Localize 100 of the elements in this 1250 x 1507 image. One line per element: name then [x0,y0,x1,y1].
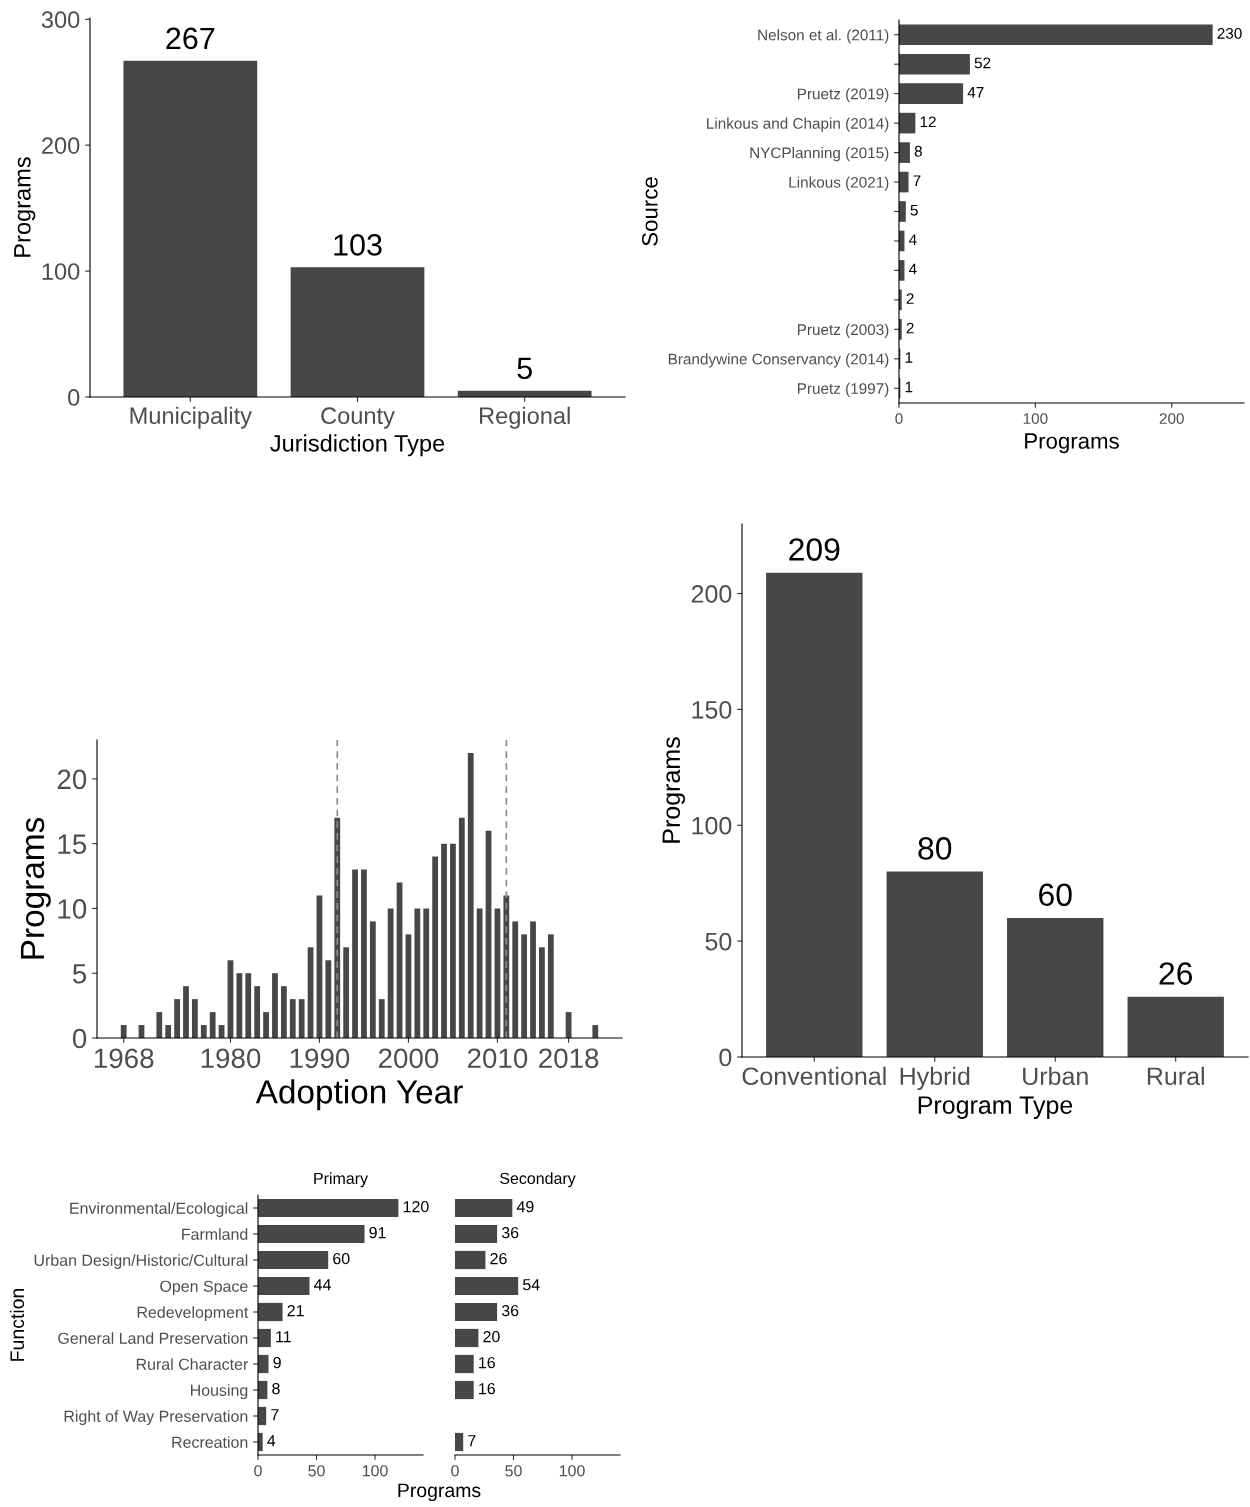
data-label: 26 [490,1252,507,1265]
data-label: 103 [334,234,382,256]
data-label: 12 [920,116,936,128]
x-axis-title: Program Type [918,1096,1073,1119]
data-label: 9 [273,1356,281,1369]
data-label: 1 [905,352,913,363]
data-label: 5 [910,204,918,216]
data-label: 60 [1039,883,1072,907]
data-label: 120 [403,1200,429,1213]
x-tick-label: Hybrid [900,1066,970,1091]
y-tick-label: Right of Way Preservation [64,1410,248,1426]
y-tick-label: Environmental/Ecological [70,1202,248,1218]
data-label: 7 [468,1435,476,1447]
x-tick-label: 0 [451,1465,459,1477]
y-tick-label: 50 [705,932,732,951]
y-tick-label: General Land Preservation [58,1332,248,1344]
data-label: 209 [789,538,840,561]
x-tick-label: Rural [1147,1066,1204,1086]
data-label: 7 [271,1409,279,1421]
data-label: 47 [967,87,984,98]
y-tick-label: 200 [691,585,732,603]
x-tick-label: 100 [559,1465,585,1477]
y-tick-label: NYCPlanning (2015) [750,147,889,162]
data-label: 26 [1159,962,1193,985]
data-label: 60 [333,1252,350,1265]
chart-title: Primary [314,1172,368,1188]
y-axis-title: Source [641,177,658,246]
y-tick-label: Brandywine Conservancy (2014) [668,353,889,368]
y-tick-label: 200 [42,137,80,154]
y-tick-label: Linkous (2021) [789,176,889,191]
y-axis-title: Programs [14,157,36,257]
data-label: 54 [523,1279,540,1291]
data-label: 52 [974,57,991,69]
data-label: 267 [166,27,215,50]
data-label: 4 [908,263,917,275]
data-label: 16 [479,1382,495,1395]
y-tick-label: Housing [190,1384,248,1400]
x-tick-label: 1968 [94,1048,154,1069]
data-label: 1 [905,381,913,393]
y-tick-label: 100 [42,263,80,280]
y-axis-title: Programs [662,737,686,843]
y-tick-label: 150 [692,700,732,719]
y-tick-label: Open Space [160,1280,248,1296]
chart-title: Secondary [500,1172,576,1188]
data-label: 16 [479,1356,495,1369]
y-tick-label: 5 [72,964,87,984]
y-tick-label: 15 [58,834,87,854]
y-tick-label: Nelson et al. (2011) [758,29,889,44]
x-tick-label: 2010 [467,1048,528,1069]
y-tick-label: Urban Design/Historic/Cultural [34,1254,248,1270]
x-tick-label: Municipality [130,406,252,429]
y-tick-label: Farmland [182,1228,248,1240]
x-tick-label: 1990 [290,1048,350,1069]
x-tick-label: 200 [1159,413,1184,424]
y-tick-label: Rural Character [136,1358,249,1370]
data-label: 5 [517,357,532,380]
data-label: 36 [501,1304,519,1317]
x-axis-title: Programs [398,1483,481,1502]
data-label: 8 [914,145,922,157]
x-tick-label: Regional [480,406,570,429]
x-tick-label: County [321,407,395,429]
data-label: 230 [1217,28,1242,39]
x-axis-title: Jurisdiction Type [270,434,445,457]
x-tick-label: 50 [308,1465,325,1477]
y-tick-label: 10 [58,899,87,919]
x-tick-label: 50 [505,1465,522,1477]
data-label: 2 [906,322,914,334]
data-label: 91 [369,1226,386,1239]
data-label: 11 [276,1331,291,1343]
y-tick-label: 20 [57,769,87,790]
data-label: 8 [272,1382,280,1395]
data-label: 21 [287,1304,304,1317]
y-tick-label: 0 [68,389,80,406]
y-tick-label: Pruetz (2019) [797,88,889,103]
data-label: 49 [516,1200,534,1213]
x-tick-label: 0 [895,413,903,424]
y-tick-label: 300 [41,11,80,29]
x-tick-label: Urban [1023,1066,1088,1086]
data-label: 2 [906,293,914,304]
x-tick-label: 100 [362,1465,388,1477]
x-tick-label: 0 [254,1465,262,1477]
data-label: 4 [908,234,917,245]
data-label: 20 [483,1330,500,1343]
y-axis-title: Programs [20,817,51,959]
data-label: 44 [314,1279,331,1291]
y-axis-title: Function [9,1288,25,1361]
data-label: 80 [918,837,952,860]
y-tick-label: Recreation [172,1436,248,1448]
x-tick-label: 1980 [201,1048,261,1069]
y-tick-label: Redevelopment [137,1306,249,1322]
y-tick-label: Linkous and Chapin (2014) [707,117,889,132]
y-tick-label: Pruetz (2003) [797,323,889,339]
data-label: 36 [501,1226,519,1239]
x-axis-title: Adoption Year [255,1079,463,1111]
y-tick-label: 0 [72,1028,87,1049]
y-tick-label: 100 [692,816,732,835]
x-tick-label: 2000 [378,1048,439,1069]
x-tick-label: 2018 [539,1048,599,1069]
x-axis-title: Programs [1025,433,1119,454]
y-tick-label: Pruetz (1997) [797,382,889,397]
